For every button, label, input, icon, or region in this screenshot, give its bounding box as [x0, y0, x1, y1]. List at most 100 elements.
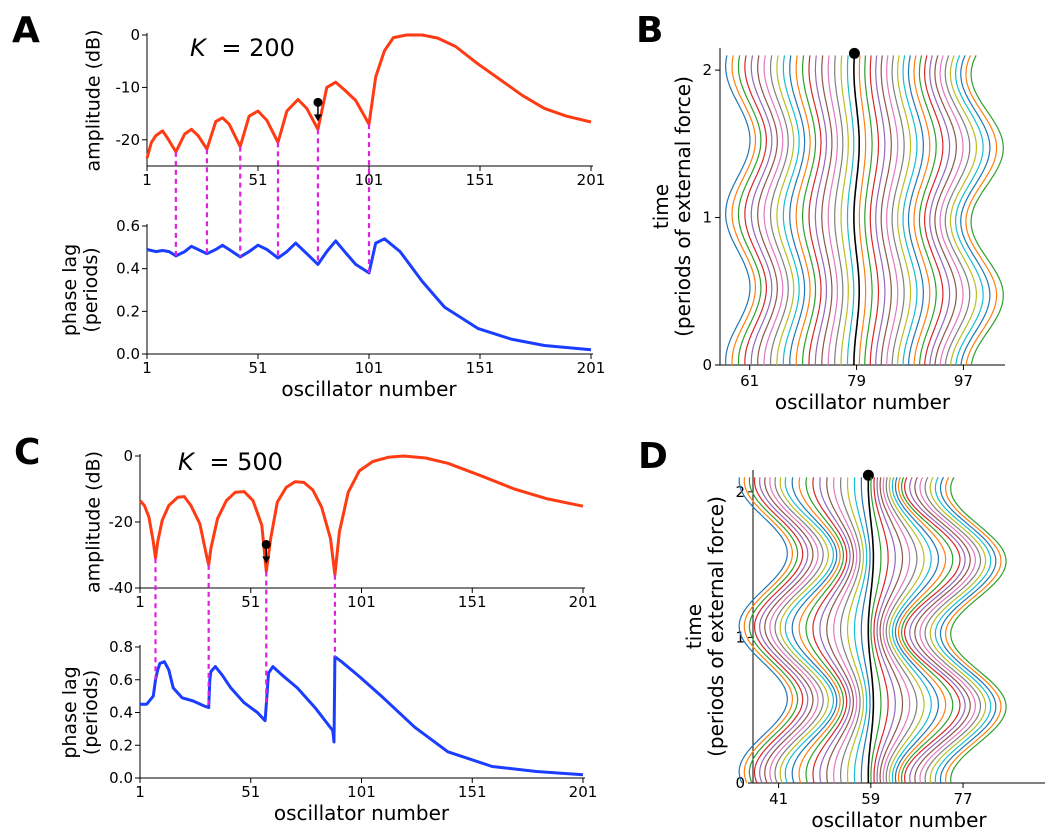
x-tick-label: 51 — [241, 593, 260, 611]
oscillator-trajectory — [738, 477, 788, 784]
oscillator-trajectory — [826, 477, 855, 784]
x-tick-label: 97 — [954, 372, 973, 390]
oscillator-trajectory — [885, 477, 918, 784]
oscillator-trajectory — [880, 55, 892, 366]
oscillator-trajectory — [774, 477, 824, 784]
y-axis-label-line: (periods of external force) — [671, 76, 695, 337]
y-axis-label-line: (periods) — [80, 670, 102, 755]
x-tick-label: 101 — [355, 359, 384, 377]
oscillator-trajectory — [769, 55, 789, 366]
oscillator-trajectory — [970, 55, 1004, 366]
y-axis-label-line: time — [649, 184, 673, 229]
y-tick-label: 2 — [702, 61, 712, 79]
k-symbol-c: K — [178, 448, 196, 476]
oscillator-trajectory — [846, 477, 864, 784]
oscillator-trajectory — [870, 477, 882, 784]
marked-oscillator-trajectory — [867, 477, 875, 784]
oscillator-trajectory — [894, 477, 940, 784]
oscillator-trajectory — [879, 477, 904, 784]
plot-d-trajectories: 0 1 2 41 59 77 time(periods of external force)… — [682, 469, 1045, 832]
oscillator-trajectory — [873, 477, 889, 784]
oscillator-trajectory — [782, 55, 800, 365]
oscillator-trajectory — [864, 55, 873, 365]
oscillator-trajectory — [748, 477, 799, 784]
oscillator-trajectory — [913, 55, 931, 366]
marker-arrowhead — [313, 114, 322, 122]
y-axis-label-line: time — [682, 604, 706, 649]
x-tick-label: 201 — [577, 171, 606, 189]
k-symbol-a: K — [190, 34, 208, 62]
y-tick-label: 0.6 — [109, 671, 133, 689]
y-tick-label: 0.4 — [116, 260, 140, 278]
x-tick-label: 151 — [458, 783, 487, 801]
oscillator-trajectory — [750, 55, 773, 366]
x-tick-label: 77 — [953, 790, 972, 808]
x-tick-label: 51 — [248, 359, 267, 377]
x-tick-label: 151 — [466, 359, 495, 377]
y-tick-label: -20 — [116, 131, 141, 149]
y-axis-label-line: phase lag — [59, 244, 81, 336]
x-tick-label: 151 — [466, 171, 495, 189]
x-tick-label: 201 — [569, 783, 598, 801]
y-axis-label: amplitude (dB) — [83, 451, 105, 593]
y-tick-label: 1 — [702, 209, 712, 227]
x-tick-label: 59 — [861, 790, 880, 808]
panel-letter-a: A — [12, 10, 40, 51]
k-value-c: = 500 — [209, 448, 283, 476]
oscillator-trajectory — [805, 477, 845, 784]
y-tick-label: -10 — [116, 78, 141, 96]
x-tick-label: 61 — [740, 372, 759, 390]
panel-letter-d: D — [638, 436, 668, 477]
oscillator-trajectory — [789, 55, 806, 365]
x-tick-label: 151 — [458, 593, 487, 611]
oscillator-trajectory — [858, 55, 867, 365]
y-tick-label: 0 — [130, 26, 140, 44]
oscillator-trajectory — [779, 477, 829, 784]
series-line — [146, 237, 592, 352]
oscillator-trajectory — [759, 477, 809, 784]
oscillator-trajectory — [764, 477, 814, 784]
y-axis-label-line: (periods of external force) — [704, 496, 728, 757]
x-axis-label: oscillator number — [274, 801, 450, 825]
x-tick-label: 1 — [142, 359, 152, 377]
oscillator-trajectory — [944, 477, 1002, 784]
guides-c — [154, 558, 337, 708]
x-axis-label: oscillator number — [281, 377, 457, 401]
oscillator-trajectory — [737, 55, 762, 366]
y-tick-label: 0 — [123, 447, 133, 465]
x-tick-label: 1 — [135, 783, 145, 801]
y-tick-label: -40 — [109, 579, 134, 597]
y-axis-label-line: (periods) — [80, 247, 102, 332]
x-axis-label: oscillator number — [775, 390, 951, 414]
oscillator-trajectory — [888, 477, 925, 784]
y-tick-label: 1 — [735, 628, 745, 646]
oscillator-trajectory — [924, 55, 944, 366]
k-annotation-c: K = 500 — [178, 448, 283, 476]
oscillator-trajectory — [900, 477, 954, 784]
x-tick-label: 101 — [347, 593, 376, 611]
y-axis-label: phase lag(periods) — [59, 666, 102, 758]
oscillator-trajectory — [757, 55, 778, 366]
y-axis-label-line: amplitude (dB) — [83, 30, 105, 172]
oscillator-trajectory — [934, 477, 992, 784]
oscillator-trajectory — [934, 55, 957, 366]
oscillator-trajectory — [743, 477, 794, 784]
k-annotation-a: K = 200 — [190, 34, 295, 62]
y-axis-label-line: amplitude (dB) — [83, 451, 105, 593]
y-tick-label: 0.0 — [116, 345, 140, 363]
oscillator-trajectory — [919, 477, 976, 784]
oscillator-trajectory — [882, 477, 911, 784]
oscillator-trajectory — [840, 477, 861, 784]
x-tick-label: 51 — [241, 783, 260, 801]
panel-letter-c: C — [14, 432, 40, 473]
plot-b-trajectories: 0 1 2 61 79 97 time(periods of external force)… — [649, 47, 1005, 414]
marked-oscillator-dot — [862, 469, 874, 481]
oscillator-trajectory — [897, 477, 947, 784]
oscillator-trajectory — [876, 477, 896, 784]
oscillator-trajectory — [902, 55, 918, 366]
x-tick-label: 1 — [135, 593, 145, 611]
